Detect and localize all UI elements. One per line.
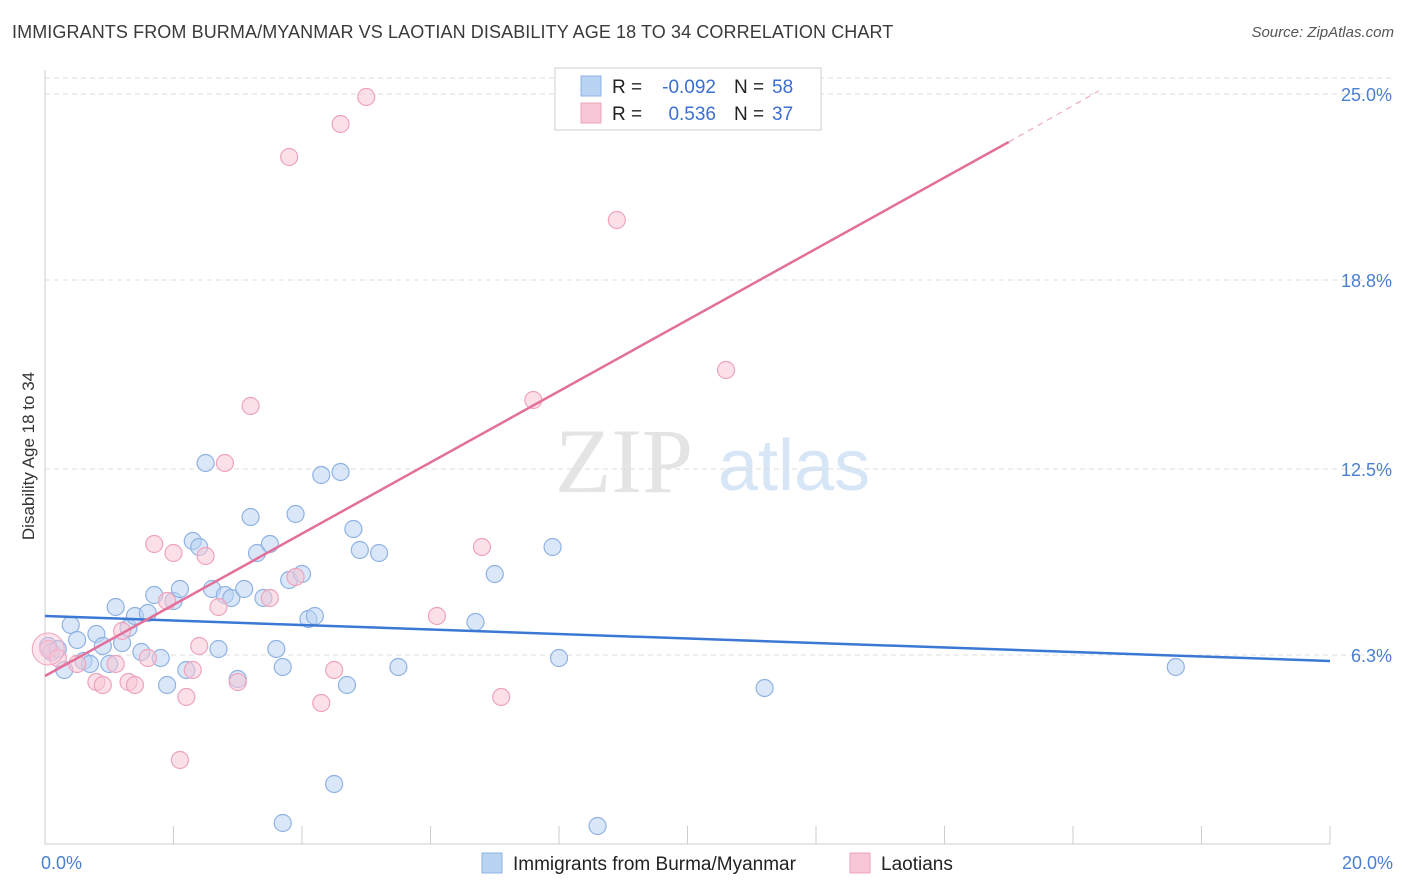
chart-title: IMMIGRANTS FROM BURMA/MYANMAR VS LAOTIAN… (12, 22, 894, 42)
laotians-point-14 (177, 687, 196, 707)
legend-n-value-2: 37 (772, 104, 793, 125)
laotians-point-34 (716, 360, 736, 380)
x-tick-label-1: 20.0% (1342, 853, 1393, 873)
y-tick-label-2: 18.8% (1341, 271, 1392, 291)
burma-point-57 (325, 774, 344, 794)
laotians-point-29 (427, 606, 447, 626)
watermark-atlas: atlas (718, 426, 870, 506)
laotians-point-8 (125, 675, 145, 695)
legend-r-value-2: 0.536 (668, 104, 716, 125)
laotians-point-33 (607, 210, 626, 230)
laotians-point-25 (312, 693, 331, 713)
laotians-point-31 (492, 687, 511, 707)
laotians-point-12 (164, 543, 183, 563)
burma-point-53 (549, 648, 569, 668)
y-tick-label-3: 25.0% (1341, 85, 1392, 105)
legend-r-label-2: R = (612, 104, 642, 125)
laotians-point-30 (472, 537, 491, 557)
bottom-legend-label-laotians: Laotians (881, 854, 953, 875)
laotians-point-26 (325, 660, 344, 680)
laotians-point-5 (106, 654, 125, 674)
burma-point-11 (106, 597, 125, 617)
axes (44, 70, 1331, 845)
laotians-point-24 (286, 567, 305, 587)
burma-point-45 (337, 675, 357, 695)
burma-point-56 (273, 813, 292, 833)
series-legend: Immigrants from Burma/Myanmar Laotians (481, 852, 953, 875)
legend-n-value-1: 58 (772, 77, 793, 98)
x-tick-labels: 0.0% 20.0% (41, 853, 1393, 873)
burma-point-31 (235, 579, 254, 599)
trend-line-laotians-extension (1008, 90, 1099, 143)
cluster-bubble (31, 632, 65, 666)
burma-point-42 (305, 606, 324, 626)
burma-point-49 (389, 657, 408, 677)
burma-point-27 (209, 639, 228, 659)
laotians-point-16 (190, 636, 209, 656)
y-tick-labels: 6.3% 12.5% 18.8% 25.0% (1341, 85, 1392, 666)
burma-point-55 (1166, 657, 1185, 677)
burma-point-54 (755, 678, 774, 698)
burma-point-36 (267, 639, 286, 659)
burma-point-5 (68, 630, 87, 650)
burma-point-48 (370, 543, 389, 563)
laotians-point-19 (215, 453, 234, 473)
burma-point-47 (350, 540, 369, 560)
legend-n-label-1: N = (734, 77, 764, 98)
laotians-point-13 (170, 750, 190, 770)
burma-point-25 (196, 453, 215, 473)
burma-point-39 (286, 504, 305, 524)
trend-line-burma (44, 614, 1331, 663)
burma-point-46 (344, 519, 363, 539)
laotians-point-9 (138, 648, 157, 668)
burma-point-21 (170, 579, 190, 599)
series-laotians-points (31, 87, 736, 770)
laotians-point-27 (331, 114, 350, 134)
burma-point-58 (588, 816, 607, 836)
laotians-point-15 (183, 660, 202, 680)
source-credit: Source: ZipAtlas.com (1251, 24, 1394, 41)
burma-point-19 (157, 675, 177, 695)
legend-r-value-1: -0.092 (662, 77, 716, 98)
x-tick-label-0: 0.0% (41, 853, 82, 873)
burma-point-50 (466, 612, 485, 632)
legend-swatch-pink (580, 102, 602, 124)
laotians-point-21 (241, 396, 260, 416)
bottom-legend-swatch-pink (849, 852, 871, 874)
burma-point-32 (241, 507, 260, 527)
burma-point-52 (543, 537, 562, 557)
laotians-point-20 (228, 672, 247, 692)
trend-lines (44, 90, 1331, 678)
laotians-point-17 (196, 546, 215, 566)
watermark-zip: ZIP (555, 410, 693, 512)
legend-swatch-blue (580, 75, 602, 97)
laotians-point-28 (357, 87, 376, 107)
burma-point-44 (331, 462, 350, 482)
burma-point-51 (485, 564, 504, 584)
legend-r-label-1: R = (612, 77, 642, 98)
laotians-point-1 (48, 648, 67, 668)
laotians-point-10 (145, 534, 164, 554)
legend-n-label-2: N = (734, 104, 764, 125)
trend-line-laotians (44, 140, 1010, 678)
bottom-legend-swatch-blue (481, 852, 503, 874)
y-axis-label: Disability Age 18 to 34 (19, 372, 38, 540)
laotians-point-22 (260, 588, 279, 608)
burma-point-43 (312, 465, 331, 485)
bottom-legend-label-burma: Immigrants from Burma/Myanmar (513, 854, 797, 875)
burma-point-29 (222, 588, 241, 608)
laotians-point-23 (280, 147, 299, 167)
burma-point-35 (260, 534, 279, 554)
correlation-legend: R = -0.092 N = 58 R = 0.536 N = 37 (554, 67, 822, 131)
y-tick-label-1: 12.5% (1341, 460, 1392, 480)
y-tick-label-0: 6.3% (1351, 646, 1392, 666)
laotians-point-4 (93, 675, 112, 695)
burma-point-37 (273, 657, 292, 677)
laotians-point-18 (209, 597, 228, 617)
